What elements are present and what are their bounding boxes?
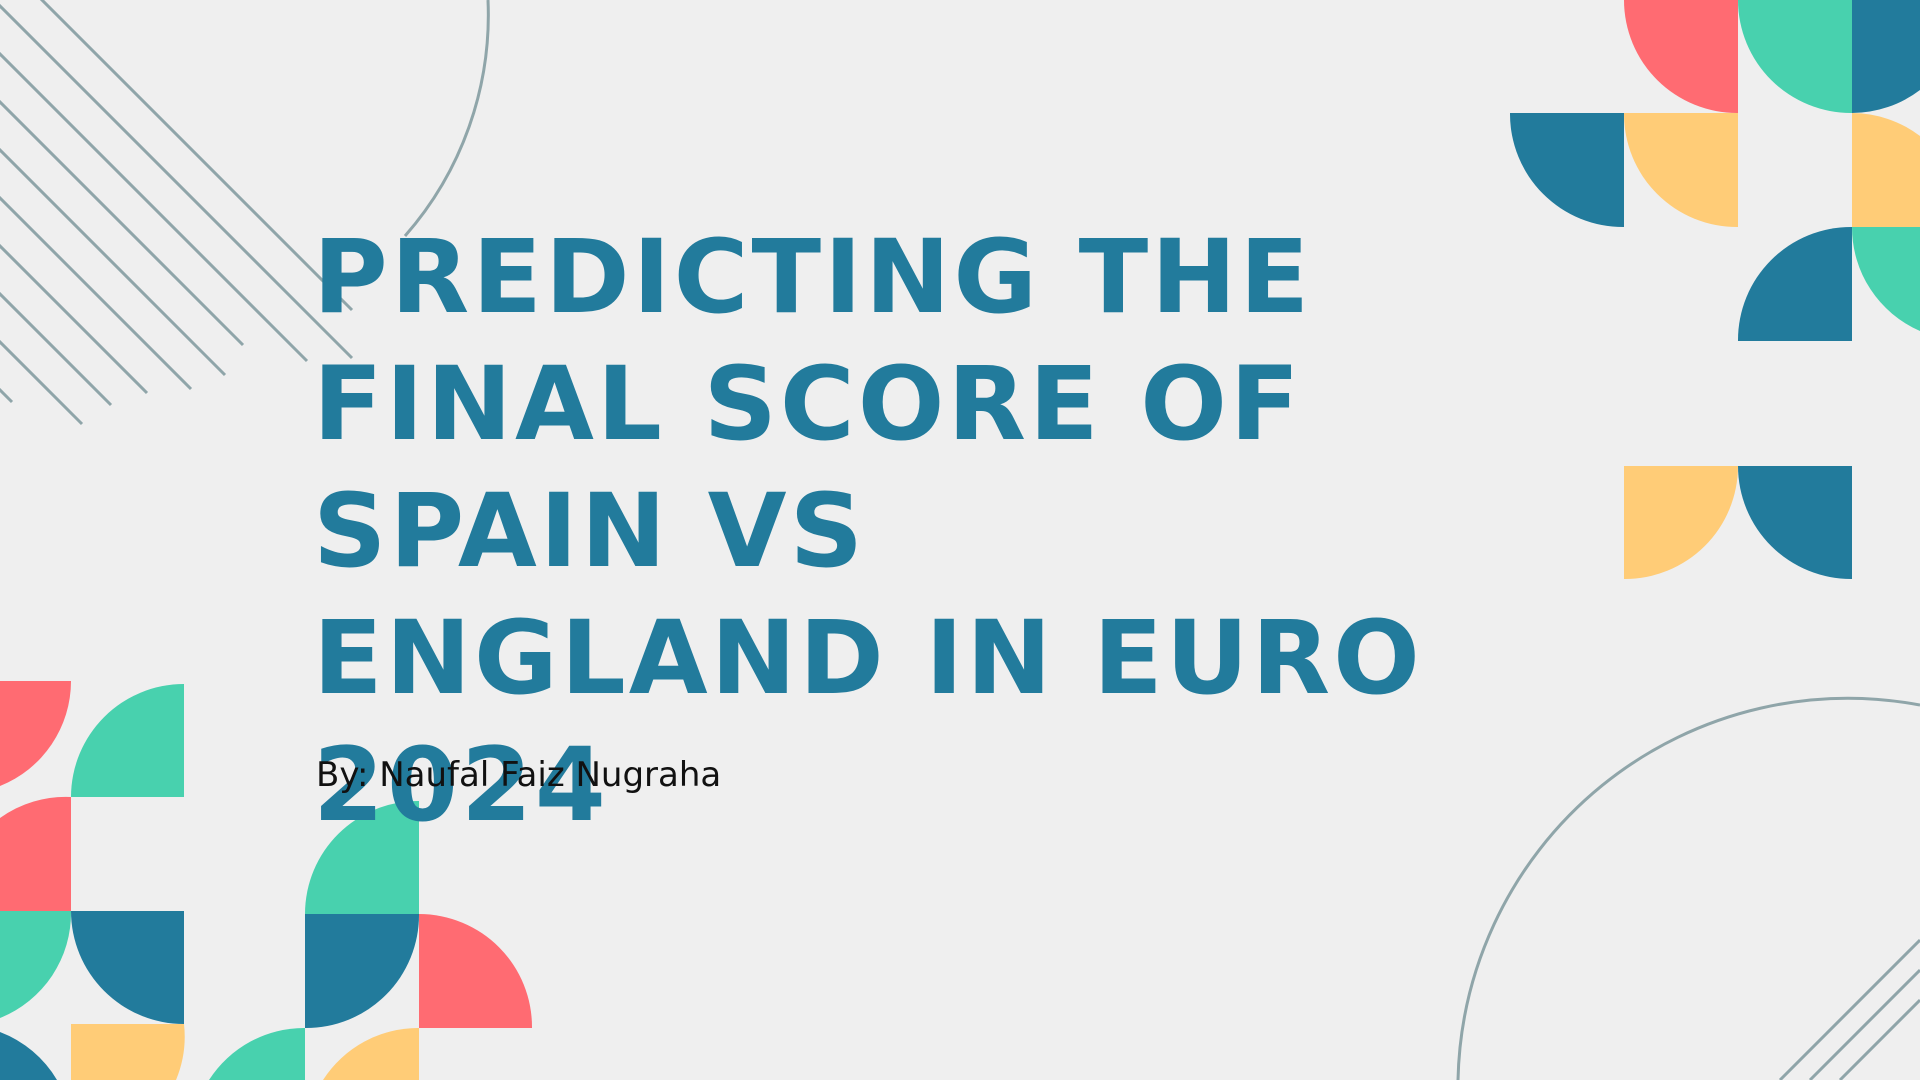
top-left-arc <box>403 0 490 237</box>
author-byline: By: Naufal Faiz Nugraha <box>316 755 722 795</box>
slide-title: PREDICTING THE FINAL SCORE OF SPAIN VS E… <box>313 218 1423 845</box>
bottom-left-shape-cluster <box>0 681 533 1080</box>
bottom-right-arc <box>1456 696 1920 1080</box>
bottom-right-line-pattern <box>1456 696 1920 1080</box>
top-left-line-pattern <box>0 0 490 426</box>
top-right-shape-cluster <box>1509 0 1920 580</box>
